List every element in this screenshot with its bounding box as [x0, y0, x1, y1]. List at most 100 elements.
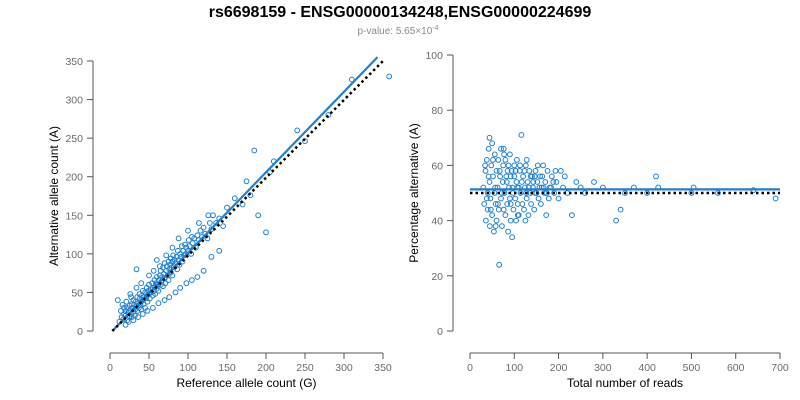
data-point — [496, 168, 503, 174]
data-point — [186, 243, 193, 250]
data-point — [505, 162, 512, 169]
data-point — [150, 305, 156, 311]
data-point — [501, 151, 508, 158]
data-point — [573, 179, 580, 185]
data-point — [205, 212, 212, 219]
data-point — [146, 295, 153, 302]
x-axis-label: Total number of reads — [567, 376, 683, 390]
y-tick-label: 200 — [65, 172, 83, 184]
data-point — [224, 204, 230, 211]
data-point — [502, 212, 509, 219]
data-point — [497, 173, 504, 180]
data-point — [519, 201, 526, 207]
data-point — [617, 206, 624, 213]
data-point — [514, 212, 521, 219]
data-point — [550, 179, 557, 185]
data-point — [499, 223, 505, 230]
data-point — [501, 190, 508, 196]
data-point — [523, 195, 530, 202]
data-point — [197, 227, 204, 234]
data-point — [157, 263, 163, 270]
data-point — [523, 157, 530, 163]
data-point — [555, 195, 562, 202]
x-tick-label: 400 — [638, 362, 656, 374]
data-point — [386, 73, 393, 80]
data-point — [492, 201, 499, 207]
y-tick-label: 150 — [65, 210, 83, 222]
y-tick-label: 50 — [71, 287, 83, 299]
data-point — [653, 173, 659, 180]
y-tick-label: 40 — [431, 216, 443, 228]
data-point — [591, 179, 597, 185]
data-point — [263, 229, 269, 236]
data-point — [543, 212, 550, 219]
data-point — [510, 206, 517, 213]
data-point — [121, 305, 127, 311]
data-point — [169, 272, 176, 279]
data-point — [161, 297, 168, 304]
data-point — [507, 217, 514, 224]
data-point — [169, 244, 176, 251]
data-point — [491, 228, 497, 235]
data-point — [540, 162, 546, 169]
data-point — [486, 179, 493, 185]
y-tick-label: 350 — [65, 56, 83, 68]
data-point — [495, 206, 502, 213]
data-point — [505, 228, 512, 235]
data-point — [128, 314, 135, 321]
data-point — [528, 201, 534, 207]
data-point — [500, 206, 507, 213]
data-point — [483, 217, 489, 224]
data-point — [514, 157, 520, 163]
data-point — [231, 195, 238, 202]
data-point — [243, 178, 250, 185]
data-point — [545, 195, 552, 202]
data-point — [523, 190, 530, 196]
data-point — [504, 201, 511, 207]
data-point — [247, 192, 254, 199]
data-point — [138, 280, 145, 287]
data-point — [487, 223, 493, 230]
right-scatter-plot: 0 100 200 300 400 500 600 700 0 20 40 60 80 100 Total … — [407, 50, 789, 390]
data-point — [539, 173, 546, 180]
data-point — [114, 297, 121, 304]
data-point — [549, 173, 555, 180]
data-point — [644, 190, 650, 196]
data-point — [251, 147, 258, 154]
data-point — [123, 298, 130, 305]
data-point — [492, 223, 499, 230]
data-point — [194, 274, 201, 280]
data-point — [122, 321, 129, 328]
data-point — [524, 179, 531, 185]
data-point — [487, 195, 494, 202]
y-tick-label: 0 — [437, 326, 443, 338]
data-point — [183, 244, 190, 251]
data-point — [507, 195, 513, 202]
data-point — [185, 237, 192, 243]
data-point — [162, 280, 169, 287]
data-point — [525, 212, 532, 219]
data-point — [569, 212, 575, 219]
data-point — [534, 179, 541, 185]
y-tick-label: 250 — [65, 133, 83, 145]
data-point — [183, 280, 190, 287]
data-point — [200, 224, 207, 231]
data-point — [520, 173, 526, 180]
data-point — [150, 267, 157, 274]
figure-title: rs6698159 - ENSG00000134248,ENSG00000224… — [209, 4, 592, 21]
data-point — [174, 266, 181, 273]
data-point — [128, 294, 135, 301]
data-point — [139, 311, 146, 317]
data-point — [144, 308, 151, 314]
data-point — [177, 284, 184, 291]
data-point — [127, 291, 134, 297]
x-tick-label: 250 — [296, 362, 314, 374]
data-point — [200, 267, 207, 274]
left-scatter-plot: 0 50 100 150 200 250 300 350 0 50 100 150 200 250 300 3… — [47, 56, 393, 390]
data-point — [165, 277, 172, 284]
data-point — [488, 162, 495, 169]
data-point — [512, 168, 519, 174]
data-point — [490, 157, 496, 163]
y-tick-label: 80 — [431, 105, 443, 117]
x-tick-label: 300 — [594, 362, 612, 374]
